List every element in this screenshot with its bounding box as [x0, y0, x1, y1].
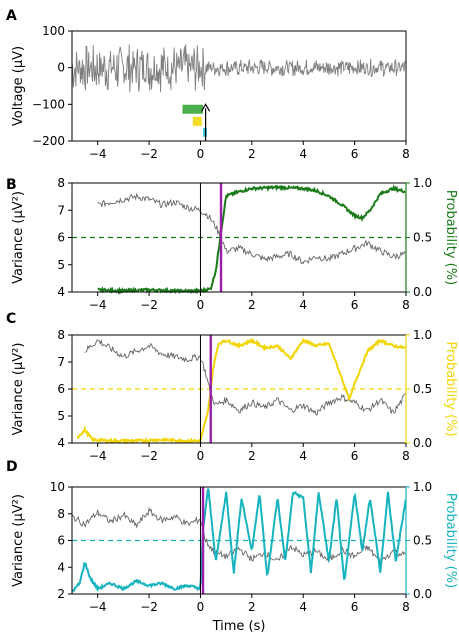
variance-trace [97, 192, 406, 265]
x-tick-label: 2 [248, 298, 256, 312]
x-tick-label: 0 [197, 449, 205, 463]
y-axis-label: Variance (μV²) [11, 191, 26, 284]
y2-axis-label: Probability (%) [443, 493, 458, 588]
panel-letter: A [6, 8, 17, 24]
y-axis-label: Variance (μV²) [11, 343, 26, 436]
y-tick-label: −100 [32, 97, 65, 111]
x-tick-label: 0 [197, 147, 205, 161]
y2-tick-label: 1.0 [413, 176, 432, 190]
y-tick-label: 4 [57, 436, 65, 450]
x-tick-label: 6 [351, 298, 359, 312]
y-tick-label: 8 [57, 176, 65, 190]
annotation-bar [203, 127, 207, 137]
x-tick-label: 4 [299, 298, 307, 312]
y2-tick-label: 0.5 [413, 534, 432, 548]
y-tick-label: 4 [57, 285, 65, 299]
x-tick-label: 8 [402, 600, 410, 614]
y-tick-label: 2 [57, 587, 65, 601]
y-tick-label: 0 [57, 61, 65, 75]
y2-tick-label: 0.0 [413, 587, 432, 601]
x-tick-label: 8 [402, 449, 410, 463]
y2-tick-label: 1.0 [413, 328, 432, 342]
x-tick-label: −2 [140, 298, 158, 312]
probability-trace [97, 184, 406, 295]
x-tick-label: −4 [89, 600, 107, 614]
y-tick-label: 5 [57, 409, 65, 423]
panel-d: D Variance (μV²) Probability (%) 2 4 6 8 10 0.0 0… [6, 459, 458, 614]
y-tick-label: 8 [57, 328, 65, 342]
annotation-bar [192, 116, 202, 126]
x-tick-label: −2 [140, 600, 158, 614]
plot-frame [71, 30, 407, 142]
x-tick-label: 6 [351, 600, 359, 614]
probability-trace [71, 488, 407, 593]
x-tick-label: 6 [351, 449, 359, 463]
y-axis-label: Voltage (μV) [11, 46, 26, 126]
x-tick-label: −4 [89, 449, 107, 463]
y-tick-label: 6 [57, 534, 65, 548]
x-tick-label: −4 [89, 147, 107, 161]
x-tick-label: 4 [299, 147, 307, 161]
x-tick-label: 4 [299, 600, 307, 614]
y-tick-label: 4 [57, 560, 65, 574]
y2-axis-label: Probability (%) [443, 341, 458, 436]
panel-letter: B [6, 177, 17, 193]
y-tick-label: 10 [50, 480, 65, 494]
x-tick-label: 8 [402, 147, 410, 161]
annotation-bar [182, 104, 204, 114]
y-tick-label: 7 [57, 203, 65, 217]
y-tick-label: 6 [57, 231, 65, 245]
y-tick-label: 5 [57, 258, 65, 272]
x-tick-label: 2 [248, 600, 256, 614]
y2-tick-label: 0.0 [413, 436, 432, 450]
variance-trace [71, 506, 406, 565]
x-axis-label: Time (s) [212, 619, 266, 634]
x-tick-label: 4 [299, 449, 307, 463]
panel-letter: C [6, 311, 16, 327]
y-axis-label: Variance (μV²) [11, 494, 26, 587]
x-tick-label: 0 [197, 298, 205, 312]
x-tick-label: 8 [402, 298, 410, 312]
x-tick-label: −4 [89, 298, 107, 312]
onset-arrowhead [201, 103, 211, 112]
x-tick-label: −2 [140, 449, 158, 463]
y2-tick-label: 1.0 [413, 480, 432, 494]
y-tick-label: 7 [57, 355, 65, 369]
y2-tick-label: 0.0 [413, 285, 432, 299]
x-tick-label: −2 [140, 147, 158, 161]
panel-a: A Voltage (μV) 100 0 −100 −200 −4 −2 0 2 4 6 8 [6, 8, 410, 161]
probability-trace [76, 337, 407, 445]
y2-tick-label: 0.5 [413, 382, 432, 396]
y-tick-label: 6 [57, 382, 65, 396]
y2-axis-label: Probability (%) [443, 190, 458, 285]
y-tick-label: 8 [57, 507, 65, 521]
panel-letter: D [6, 459, 18, 475]
x-tick-label: 2 [248, 147, 256, 161]
voltage-trace [71, 44, 406, 93]
y2-tick-label: 0.5 [413, 231, 432, 245]
y-tick-label: −200 [32, 134, 65, 148]
variance-trace [84, 338, 406, 416]
x-tick-label: 6 [351, 147, 359, 161]
x-tick-label: 2 [248, 449, 256, 463]
y-tick-label: 100 [42, 24, 65, 38]
x-tick-label: 0 [197, 600, 205, 614]
